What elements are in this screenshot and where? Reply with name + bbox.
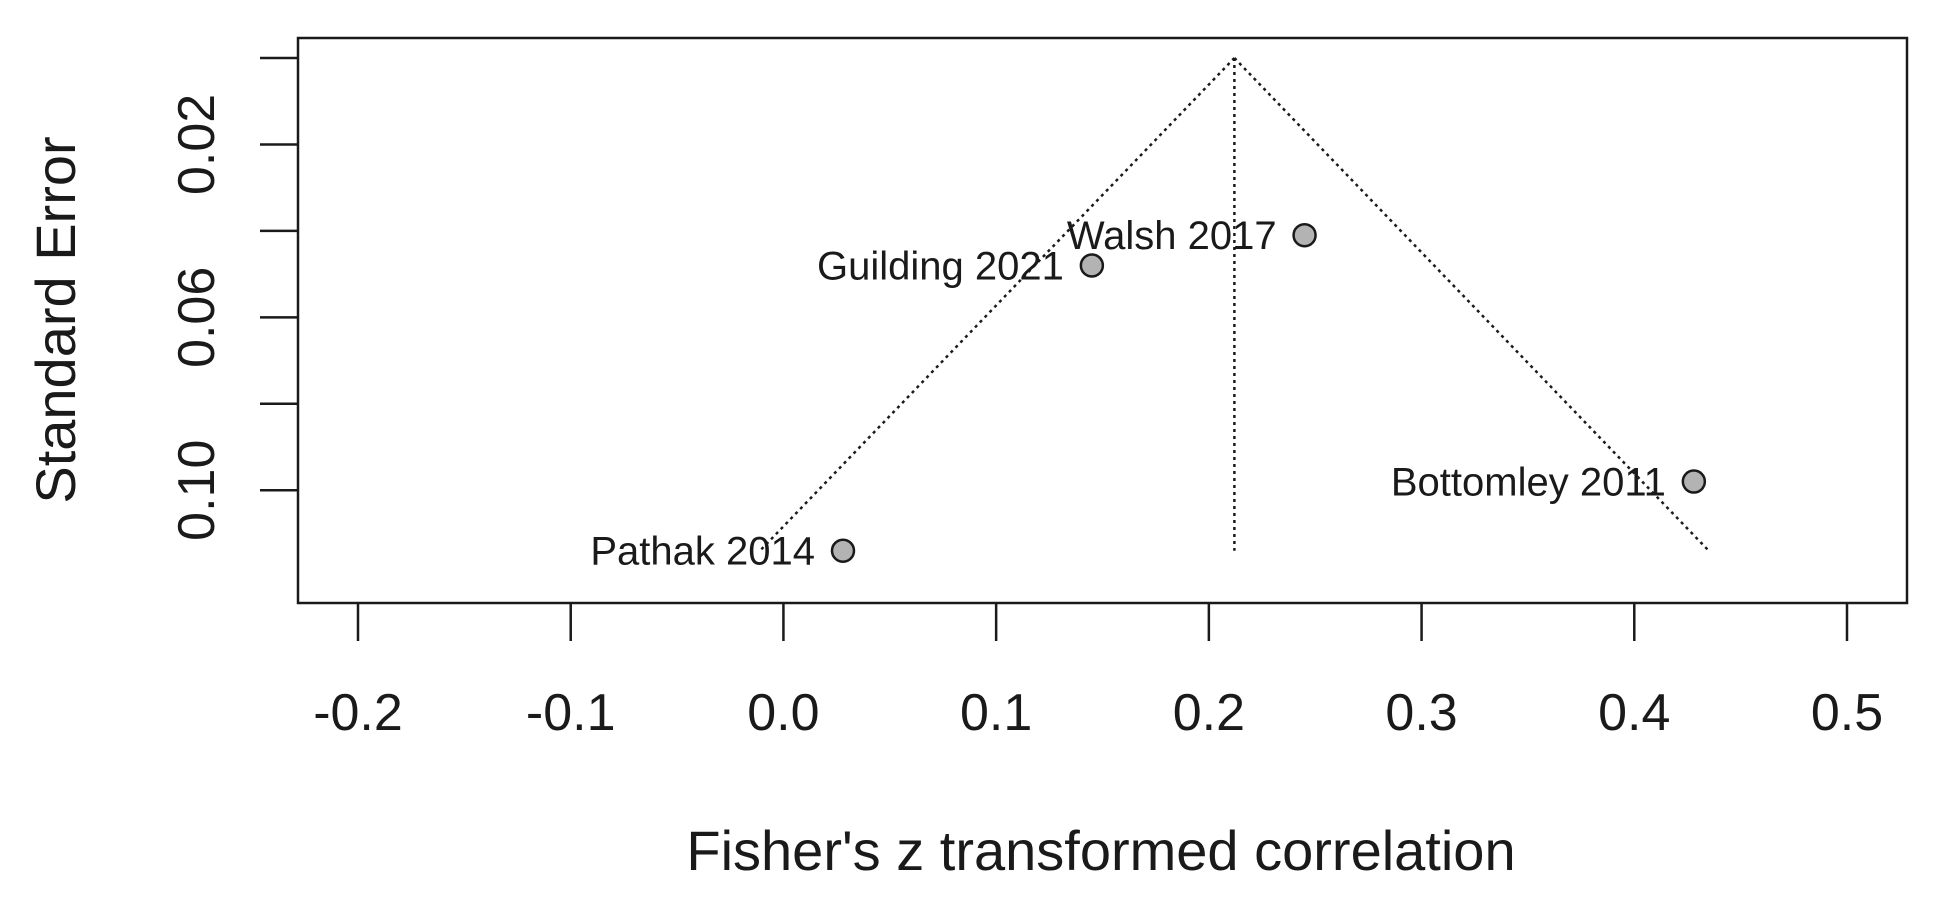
x-axis: -0.2 -0.1 0.0 0.1 0.2 0.3 0.4 0.5 [313,603,1883,742]
plot-frame [296,36,1909,605]
x-axis-title: Fisher's z transformed correlation [686,819,1515,882]
funnel-lines [759,57,1710,552]
y-tick-label: 0.02 [168,94,226,195]
funnel-right-line [1233,57,1710,552]
study-point [1079,253,1105,278]
x-tick-label: 0.5 [1811,684,1883,742]
x-tick-label: -0.2 [313,684,403,742]
y-tick-label: 0.06 [168,267,226,368]
y-tick-label: 0.10 [168,440,226,541]
y-axis: 0.02 0.06 0.10 [168,56,298,541]
funnel-left-line [759,57,1236,552]
study-label: Bottomley 2011 [1391,461,1666,505]
study-point [830,538,856,563]
x-tick-label: 0.3 [1385,684,1457,742]
y-axis-title: Standard Error [24,136,87,503]
study-label: Pathak 2014 [590,530,815,574]
x-tick-label: -0.1 [526,684,616,742]
study-point [1292,222,1317,248]
study-point [1681,469,1707,494]
x-tick-label: 0.0 [747,684,819,742]
x-tick-label: 0.2 [1173,684,1245,742]
x-tick-label: 0.4 [1598,684,1670,742]
study-label: Walsh 2017 [1067,214,1277,258]
x-tick-label: 0.1 [960,684,1032,742]
study-label: Guilding 2021 [817,244,1064,288]
